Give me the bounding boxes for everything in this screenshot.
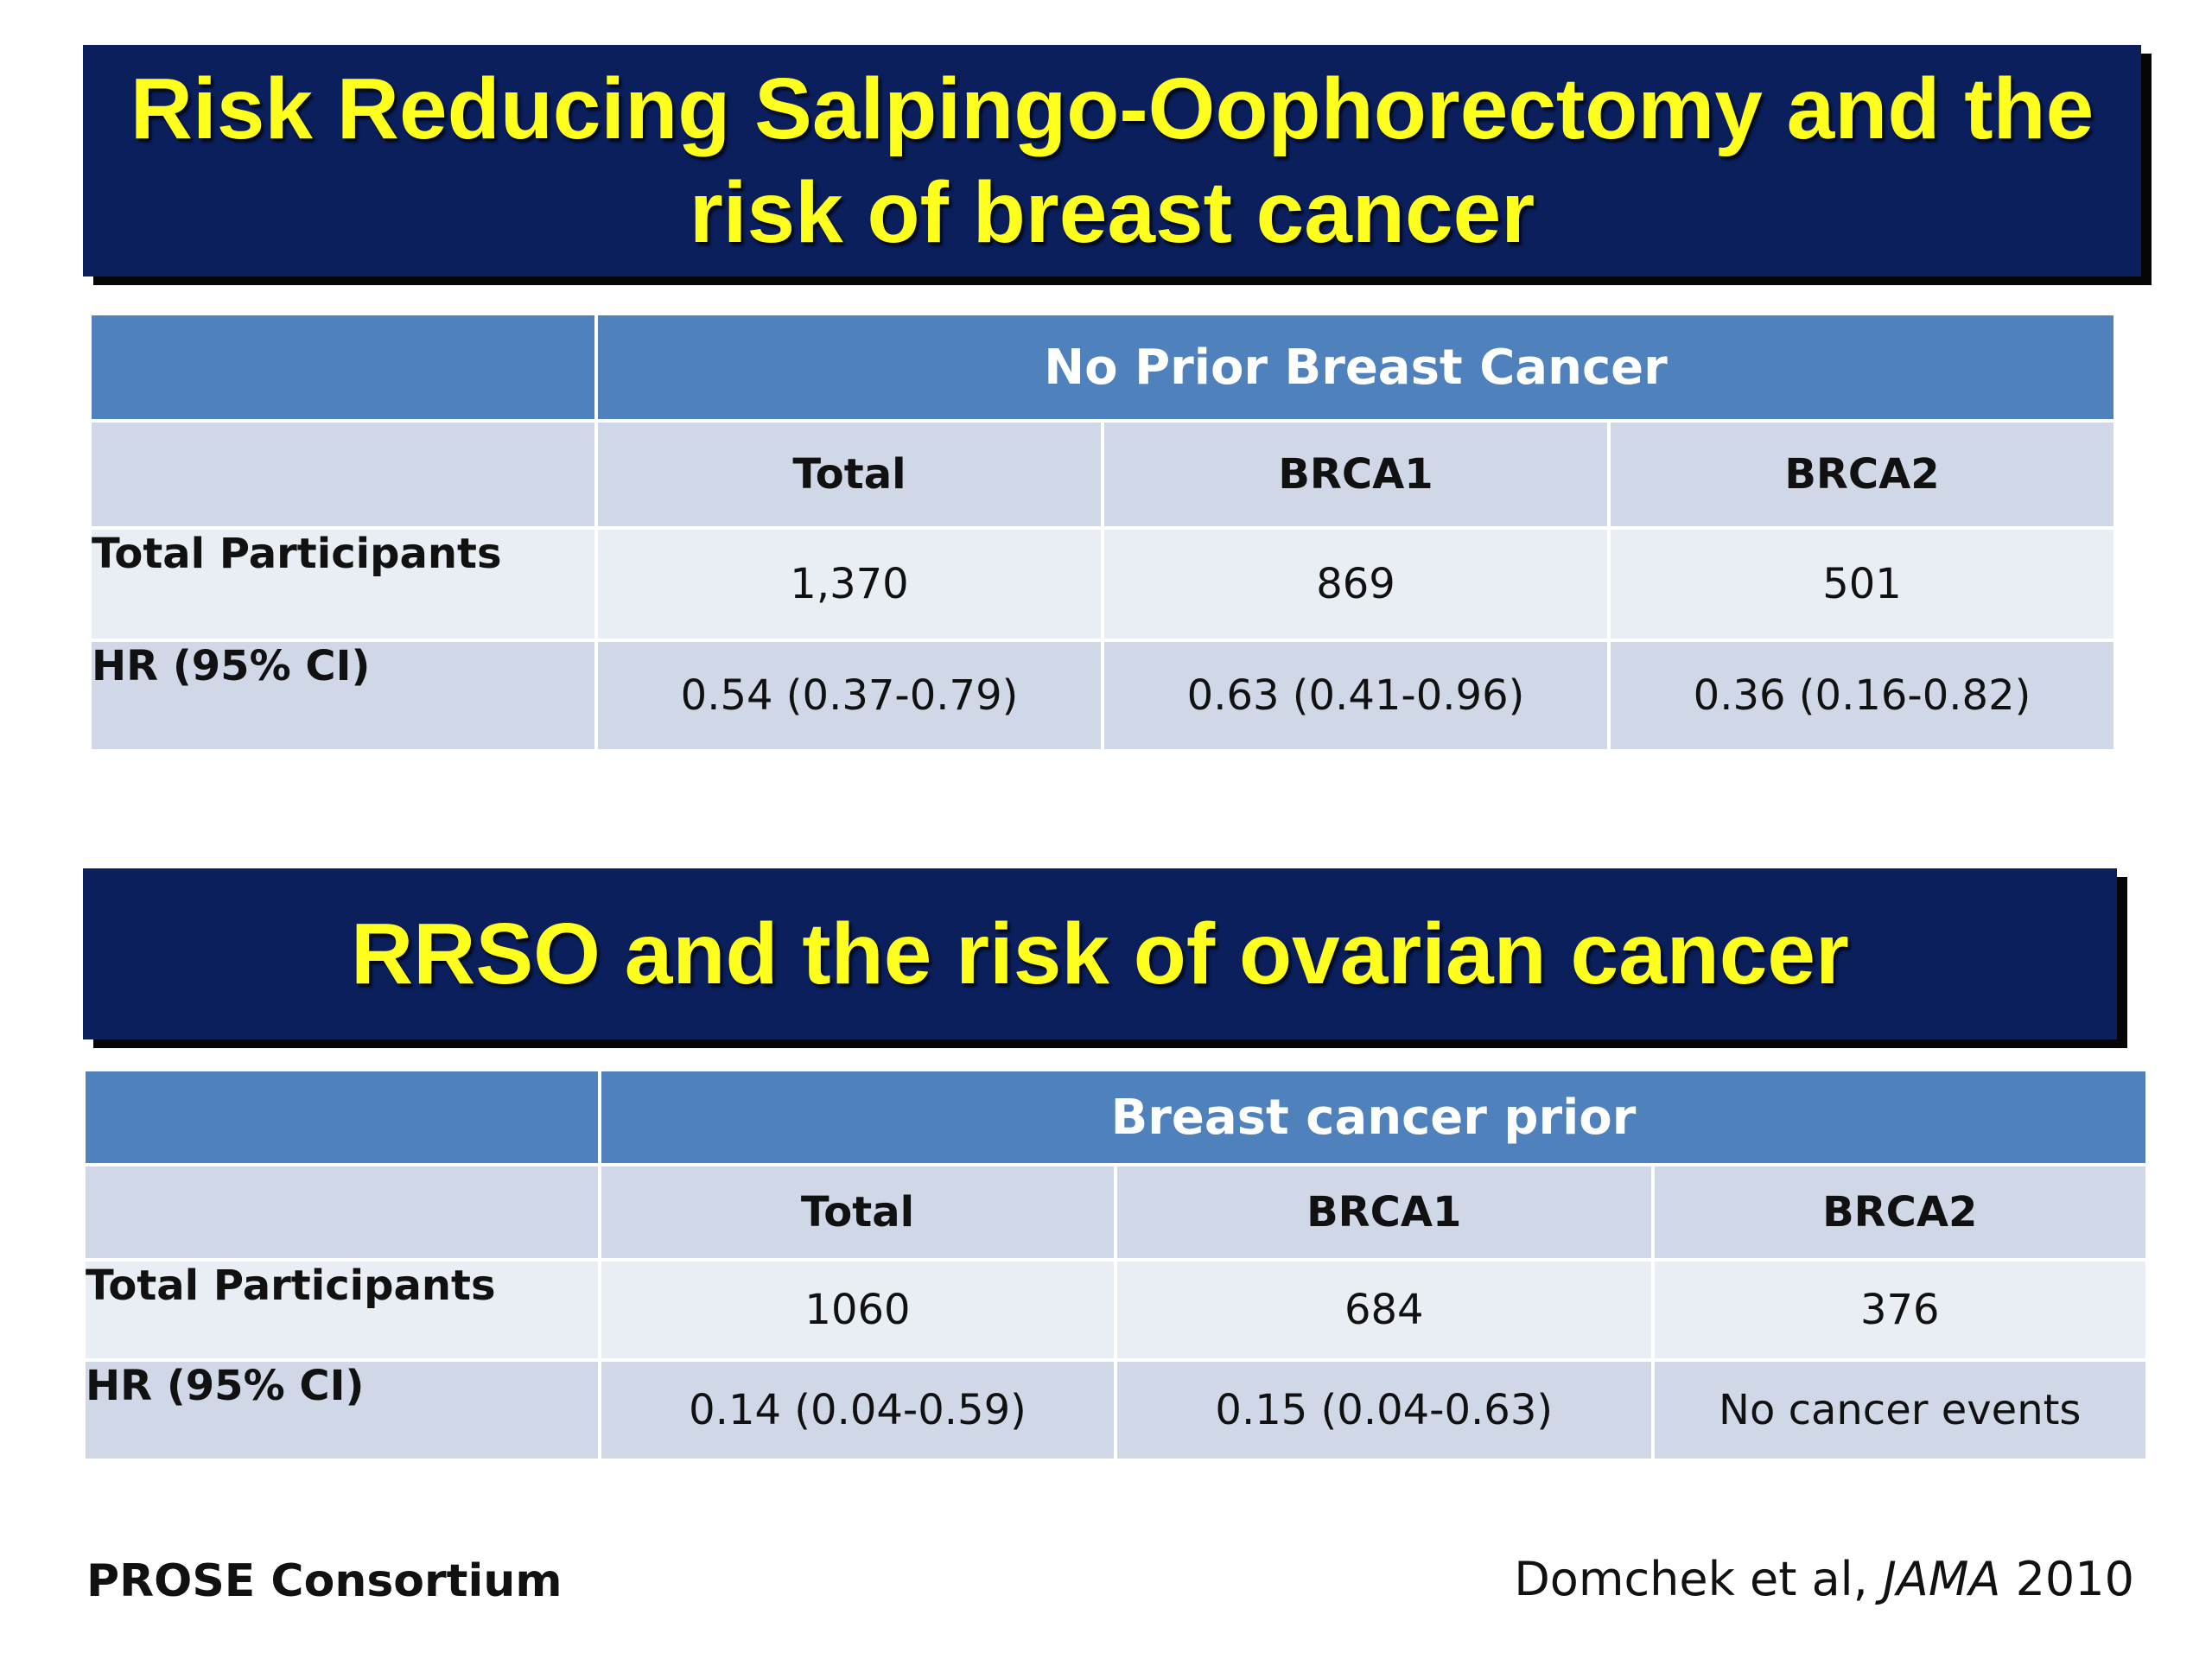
footer-citation: Domchek et al, JAMA 2010 bbox=[1514, 1552, 2134, 1606]
citation-authors: Domchek et al, bbox=[1514, 1552, 1883, 1606]
title-breast-line1: Risk Reducing Salpingo-Oophorectomy and … bbox=[130, 60, 2094, 157]
cell-total: 0.54 (0.37-0.79) bbox=[598, 642, 1101, 749]
cell-brca2: 0.36 (0.16-0.82) bbox=[1611, 642, 2113, 749]
cell-brca2: 501 bbox=[1611, 530, 2113, 639]
column-header-brca2: BRCA2 bbox=[1611, 423, 2113, 526]
column-header-empty bbox=[92, 423, 594, 526]
table-row: HR (95% CI) 0.54 (0.37-0.79) 0.63 (0.41-… bbox=[92, 642, 2113, 749]
cell-brca1: 0.15 (0.04-0.63) bbox=[1117, 1362, 1651, 1459]
group-header: No Prior Breast Cancer bbox=[598, 315, 2113, 419]
column-header-brca1: BRCA1 bbox=[1117, 1166, 1651, 1258]
row-label: HR (95% CI) bbox=[92, 642, 594, 749]
table-header-row: No Prior Breast Cancer bbox=[92, 315, 2113, 419]
column-header-total: Total bbox=[601, 1166, 1114, 1258]
column-header-brca1: BRCA1 bbox=[1104, 423, 1607, 526]
title-breast: Risk Reducing Salpingo-Oophorectomy and … bbox=[130, 57, 2094, 264]
table-row: Total Participants 1060 684 376 bbox=[86, 1262, 2145, 1358]
table-row: HR (95% CI) 0.14 (0.04-0.59) 0.15 (0.04-… bbox=[86, 1362, 2145, 1459]
row-label: Total Participants bbox=[86, 1262, 598, 1358]
column-header-brca2: BRCA2 bbox=[1654, 1166, 2145, 1258]
cell-total: 0.14 (0.04-0.59) bbox=[601, 1362, 1114, 1459]
column-header-row: Total BRCA1 BRCA2 bbox=[92, 423, 2113, 526]
title-breast-line2: risk of breast cancer bbox=[689, 164, 1535, 261]
title-banner-ovarian: RRSO and the risk of ovarian cancer bbox=[83, 868, 2117, 1039]
header-empty-cell bbox=[92, 315, 594, 419]
cell-brca1: 0.63 (0.41-0.96) bbox=[1104, 642, 1607, 749]
title-banner-breast: Risk Reducing Salpingo-Oophorectomy and … bbox=[83, 45, 2141, 276]
footer-consortium: PROSE Consortium bbox=[86, 1555, 563, 1607]
cell-brca1: 869 bbox=[1104, 530, 1607, 639]
column-header-total: Total bbox=[598, 423, 1101, 526]
citation-journal: JAMA bbox=[1883, 1552, 2001, 1606]
cell-total: 1060 bbox=[601, 1262, 1114, 1358]
cell-brca1: 684 bbox=[1117, 1262, 1651, 1358]
title-ovarian: RRSO and the risk of ovarian cancer bbox=[351, 906, 1849, 1002]
ovarian-cancer-table: Breast cancer prior Total BRCA1 BRCA2 To… bbox=[82, 1068, 2149, 1462]
header-empty-cell bbox=[86, 1071, 598, 1163]
table-row: Total Participants 1,370 869 501 bbox=[92, 530, 2113, 639]
breast-cancer-table: No Prior Breast Cancer Total BRCA1 BRCA2… bbox=[88, 312, 2117, 753]
cell-total: 1,370 bbox=[598, 530, 1101, 639]
cell-brca2: No cancer events bbox=[1654, 1362, 2145, 1459]
citation-year: 2010 bbox=[2000, 1552, 2134, 1606]
row-label: Total Participants bbox=[92, 530, 594, 639]
column-header-row: Total BRCA1 BRCA2 bbox=[86, 1166, 2145, 1258]
cell-brca2: 376 bbox=[1654, 1262, 2145, 1358]
table-header-row: Breast cancer prior bbox=[86, 1071, 2145, 1163]
group-header: Breast cancer prior bbox=[601, 1071, 2145, 1163]
column-header-empty bbox=[86, 1166, 598, 1258]
row-label: HR (95% CI) bbox=[86, 1362, 598, 1459]
